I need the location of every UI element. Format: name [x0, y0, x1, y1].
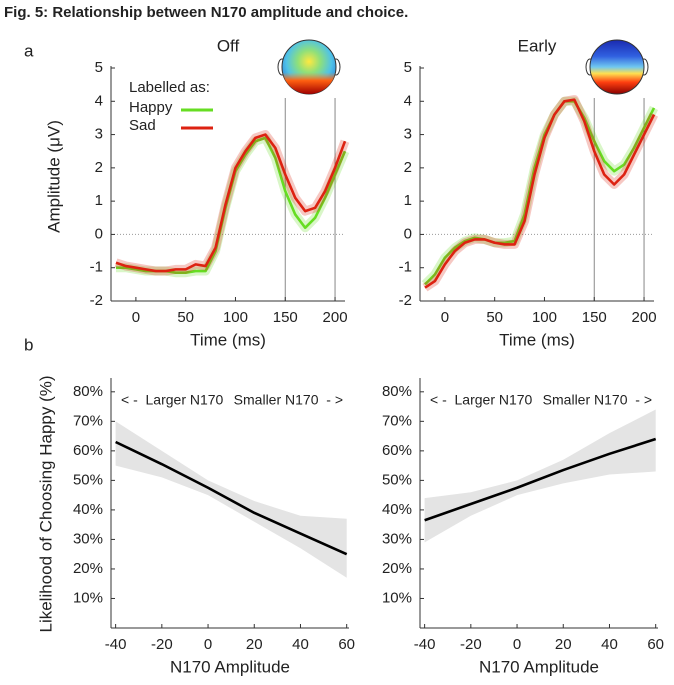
x-tick-label: 150: [273, 309, 298, 326]
chart-title: Off: [217, 36, 240, 55]
y-tick-label: 70%: [382, 412, 412, 429]
annotation: Smaller N170 - >: [234, 392, 343, 408]
annotation: Smaller N170 - >: [543, 392, 652, 408]
x-tick-label: 0: [204, 636, 212, 653]
x-tick-label: -20: [460, 636, 482, 653]
chart-title: Early: [518, 36, 557, 55]
x-tick-label: 20: [246, 636, 263, 653]
x-tick-label: 100: [223, 309, 248, 326]
y-axis-label: Likelihood of Choosing Happy (%): [36, 375, 55, 632]
legend-label: Happy: [129, 99, 173, 116]
x-tick-label: 200: [632, 309, 657, 326]
legend-title: Labelled as:: [129, 79, 210, 96]
x-tick-label: 60: [647, 636, 664, 653]
y-tick-label: 4: [404, 92, 412, 109]
y-tick-label: 70%: [73, 412, 103, 429]
y-tick-label: 50%: [382, 471, 412, 488]
y-tick-label: 20%: [382, 560, 412, 577]
y-tick-label: -2: [90, 292, 103, 309]
x-tick-label: 200: [323, 309, 348, 326]
x-axis-label: Time (ms): [499, 330, 575, 349]
y-tick-label: 30%: [73, 530, 103, 547]
topomap: [585, 39, 649, 95]
x-tick-label: 50: [486, 309, 503, 326]
x-tick-label: 20: [555, 636, 572, 653]
line: [115, 133, 347, 273]
y-tick-label: 80%: [382, 383, 412, 400]
legend-label: Sad: [129, 117, 156, 134]
y-tick-label: -1: [399, 259, 412, 276]
line: [424, 99, 656, 286]
x-tick-label: 40: [292, 636, 309, 653]
y-tick-label: 30%: [382, 530, 412, 547]
x-axis-label: N170 Amplitude: [170, 657, 290, 676]
y-tick-label: 80%: [73, 383, 103, 400]
y-tick-label: 10%: [73, 589, 103, 606]
line: [424, 98, 656, 289]
x-tick-label: 0: [441, 309, 449, 326]
annotation: < - Larger N170: [430, 392, 533, 408]
y-tick-label: 50%: [73, 471, 103, 488]
figure-title: Fig. 5: Relationship between N170 amplit…: [4, 4, 408, 21]
panel-label: a: [24, 41, 34, 60]
x-tick-label: -20: [151, 636, 173, 653]
x-tick-label: 100: [532, 309, 557, 326]
x-axis-label: N170 Amplitude: [479, 657, 599, 676]
x-tick-label: 150: [582, 309, 607, 326]
topomap: [277, 39, 341, 95]
y-tick-label: 1: [404, 192, 412, 209]
y-tick-label: 2: [95, 159, 103, 176]
y-tick-label: 4: [95, 92, 103, 109]
y-tick-label: 60%: [73, 442, 103, 459]
y-tick-label: -2: [399, 292, 412, 309]
confidence-band: [424, 409, 656, 543]
line: [115, 440, 348, 556]
y-tick-label: 2: [404, 159, 412, 176]
y-tick-label: -1: [90, 259, 103, 276]
y-tick-label: 5: [95, 59, 103, 76]
panel-label: b: [24, 335, 33, 354]
y-tick-label: 10%: [382, 589, 412, 606]
annotation: < - Larger N170: [121, 392, 224, 408]
y-tick-label: 60%: [382, 442, 412, 459]
x-tick-label: 0: [513, 636, 521, 653]
y-tick-label: 0: [404, 225, 412, 242]
x-tick-label: -40: [414, 636, 436, 653]
y-tick-label: 1: [95, 192, 103, 209]
x-tick-label: 60: [338, 636, 355, 653]
y-tick-label: 40%: [73, 501, 103, 518]
x-tick-label: 0: [132, 309, 140, 326]
y-tick-label: 40%: [382, 501, 412, 518]
y-tick-label: 20%: [73, 560, 103, 577]
line-halo: [422, 95, 659, 292]
x-tick-label: 40: [601, 636, 618, 653]
y-axis-label: Amplitude (μV): [44, 120, 63, 233]
line: [424, 437, 657, 522]
y-tick-label: 0: [95, 225, 103, 242]
y-tick-label: 3: [404, 126, 412, 143]
x-tick-label: -40: [105, 636, 127, 653]
line-halo: [421, 96, 659, 288]
line-halo: [114, 130, 350, 276]
x-tick-label: 50: [177, 309, 194, 326]
y-tick-label: 5: [404, 59, 412, 76]
y-tick-label: 3: [95, 126, 103, 143]
x-axis-label: Time (ms): [190, 330, 266, 349]
